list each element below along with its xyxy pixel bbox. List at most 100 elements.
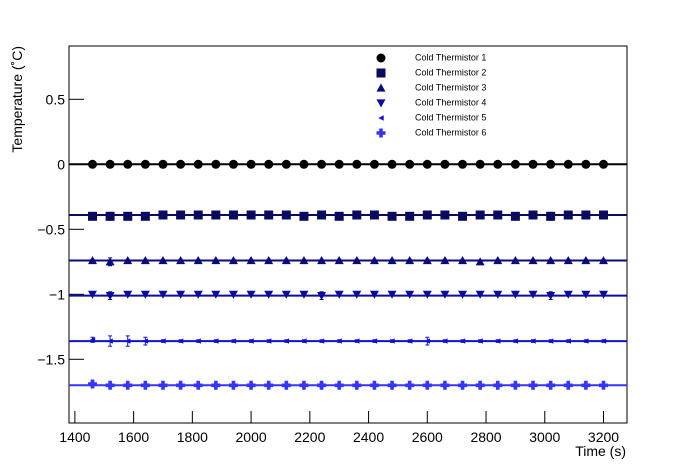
data-point xyxy=(246,380,256,390)
data-point xyxy=(565,338,571,344)
data-point xyxy=(281,256,291,265)
y-tick-label: −0.5 xyxy=(37,221,65,237)
data-point xyxy=(246,290,256,299)
data-point xyxy=(440,159,450,169)
y-tick-label: −1 xyxy=(49,286,65,302)
data-point xyxy=(264,290,274,299)
data-point xyxy=(317,292,327,301)
data-point xyxy=(158,159,168,169)
data-point xyxy=(422,380,432,390)
data-point xyxy=(493,210,503,220)
y-tick-label: 0.5 xyxy=(46,91,66,107)
x-tick-label: 3000 xyxy=(529,429,560,445)
data-point xyxy=(193,256,203,265)
data-point xyxy=(405,256,415,265)
data-point xyxy=(123,290,133,299)
data-point xyxy=(317,256,327,265)
data-point xyxy=(301,338,307,344)
data-point xyxy=(195,338,201,344)
data-point xyxy=(176,380,186,390)
x-tick-label: 2800 xyxy=(470,429,501,445)
data-point xyxy=(107,338,113,344)
data-point xyxy=(105,380,115,390)
data-point xyxy=(123,159,133,169)
legend-label: Cold Thermistor 4 xyxy=(415,97,486,107)
data-point xyxy=(422,210,432,220)
data-point xyxy=(387,256,397,265)
legend-label: Cold Thermistor 6 xyxy=(415,127,486,137)
data-point xyxy=(140,290,150,299)
data-point xyxy=(405,159,415,169)
data-point xyxy=(211,290,221,299)
data-point xyxy=(528,290,538,299)
data-point xyxy=(387,290,397,299)
data-point xyxy=(228,159,238,169)
data-point xyxy=(89,337,96,343)
data-point xyxy=(246,159,256,169)
legend-marker xyxy=(376,99,386,108)
data-point xyxy=(563,256,573,265)
data-point xyxy=(493,290,503,299)
data-point xyxy=(440,210,450,220)
data-point xyxy=(422,256,432,265)
data-point xyxy=(599,210,609,220)
legend-marker xyxy=(376,53,386,63)
data-point xyxy=(352,290,362,299)
data-point xyxy=(211,159,221,169)
data-point xyxy=(317,210,327,220)
legend-marker xyxy=(376,83,386,92)
data-point xyxy=(424,338,430,344)
data-point xyxy=(442,338,448,344)
data-point xyxy=(352,159,362,169)
data-point xyxy=(193,290,203,299)
data-point xyxy=(125,338,131,344)
y-tick-label: 0 xyxy=(57,156,65,172)
data-point xyxy=(193,210,203,220)
data-point xyxy=(336,338,342,344)
data-point xyxy=(369,159,379,169)
data-point xyxy=(475,290,485,299)
legend-label: Cold Thermistor 5 xyxy=(415,112,486,122)
data-point xyxy=(528,380,538,390)
x-axis-title: Time (s) xyxy=(575,443,626,459)
data-point xyxy=(405,290,415,299)
data-point xyxy=(264,256,274,265)
data-point xyxy=(477,338,483,344)
data-point xyxy=(176,159,186,169)
data-point xyxy=(140,159,150,169)
data-point xyxy=(211,210,221,220)
data-point xyxy=(528,159,538,169)
legend-marker xyxy=(378,115,384,121)
legend-marker xyxy=(376,128,386,138)
data-point xyxy=(475,159,485,169)
x-tick-label: 2600 xyxy=(412,429,443,445)
legend-marker xyxy=(376,68,386,78)
data-point xyxy=(546,380,556,390)
plot-frame xyxy=(68,45,628,424)
data-point xyxy=(334,159,344,169)
data-point xyxy=(176,210,186,220)
data-point xyxy=(493,159,503,169)
data-point xyxy=(458,380,468,390)
data-point xyxy=(334,211,344,221)
data-point xyxy=(299,290,309,299)
data-point xyxy=(440,380,450,390)
y-tick-label: −1.5 xyxy=(37,351,65,367)
data-point xyxy=(458,159,468,169)
data-point xyxy=(317,159,327,169)
data-point xyxy=(546,211,556,221)
data-point xyxy=(493,380,503,390)
data-point xyxy=(458,211,468,221)
x-tick-label: 3200 xyxy=(588,429,619,445)
data-point xyxy=(158,256,168,265)
data-point xyxy=(248,338,254,344)
data-point xyxy=(123,211,133,221)
data-point xyxy=(389,338,395,344)
data-point xyxy=(281,380,291,390)
data-point xyxy=(142,338,149,344)
data-point xyxy=(105,159,115,169)
data-point xyxy=(230,338,237,344)
data-point xyxy=(510,256,520,265)
data-point xyxy=(459,338,466,344)
data-point xyxy=(546,256,556,265)
